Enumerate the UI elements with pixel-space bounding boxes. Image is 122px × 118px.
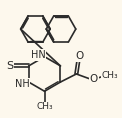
Text: O: O bbox=[90, 74, 98, 84]
Text: O: O bbox=[76, 51, 84, 61]
Text: S: S bbox=[6, 61, 13, 71]
Text: CH₃: CH₃ bbox=[102, 71, 118, 80]
Text: HN: HN bbox=[31, 50, 46, 60]
Text: NH: NH bbox=[15, 79, 30, 89]
Text: CH₃: CH₃ bbox=[36, 102, 53, 111]
